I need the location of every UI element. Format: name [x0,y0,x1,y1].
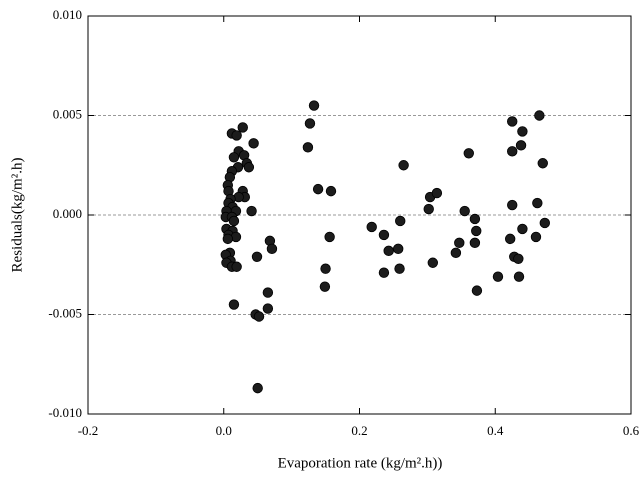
point [228,299,240,310]
x-tick-label: 0.0 [216,423,232,438]
point [378,229,390,241]
point [308,100,320,111]
point [325,185,337,197]
point [537,158,548,169]
y-tick-label: 0.005 [53,106,82,121]
y-tick-label: 0.000 [53,206,82,221]
point [471,285,483,296]
point [469,237,481,249]
point [530,231,542,243]
point [450,247,462,259]
point [513,253,524,264]
point [237,122,248,133]
point [383,245,394,257]
point [398,160,409,171]
y-tick-label: -0.005 [48,305,82,320]
point [492,271,504,282]
x-tick-label: 0.2 [351,423,367,438]
point [459,205,470,217]
point [228,152,240,163]
point [253,311,265,322]
point [463,148,474,159]
point [262,303,274,314]
point [507,116,518,127]
point [392,243,404,255]
point [231,261,242,272]
point [539,217,550,229]
y-tick-label: 0.010 [53,7,82,22]
point [302,142,314,153]
point [454,237,465,249]
plot-frame [87,15,632,415]
point [304,118,316,129]
point [395,215,406,227]
point [534,110,545,121]
x-tick-label: -0.2 [78,423,99,438]
point [231,130,242,141]
point [246,205,257,217]
point [517,126,528,137]
y-axis-title: Residuals(kg/m².h) [9,158,25,273]
point [507,199,518,211]
point [507,146,518,157]
point [517,223,528,235]
point [324,231,335,243]
point [243,162,255,173]
point [504,233,516,245]
point [319,281,331,292]
point [515,140,527,151]
point [427,257,439,268]
point [266,243,278,255]
point [513,271,525,282]
point [532,197,543,209]
x-axis-title: Evaporation rate (kg/m².h)) [278,455,443,471]
point [228,215,240,227]
point [471,225,482,237]
point [312,183,324,195]
point [320,263,331,274]
point [262,287,274,298]
point [366,221,377,233]
point [469,213,481,225]
y-tick-label: -0.010 [48,405,82,420]
x-tick-label: 0.4 [487,423,504,438]
point [222,233,234,245]
point [378,267,390,278]
point [394,263,405,274]
x-tick-label: 0.6 [623,423,640,438]
point [248,138,259,149]
point [251,251,263,262]
point [431,187,443,199]
point [252,382,263,394]
point [423,203,434,215]
